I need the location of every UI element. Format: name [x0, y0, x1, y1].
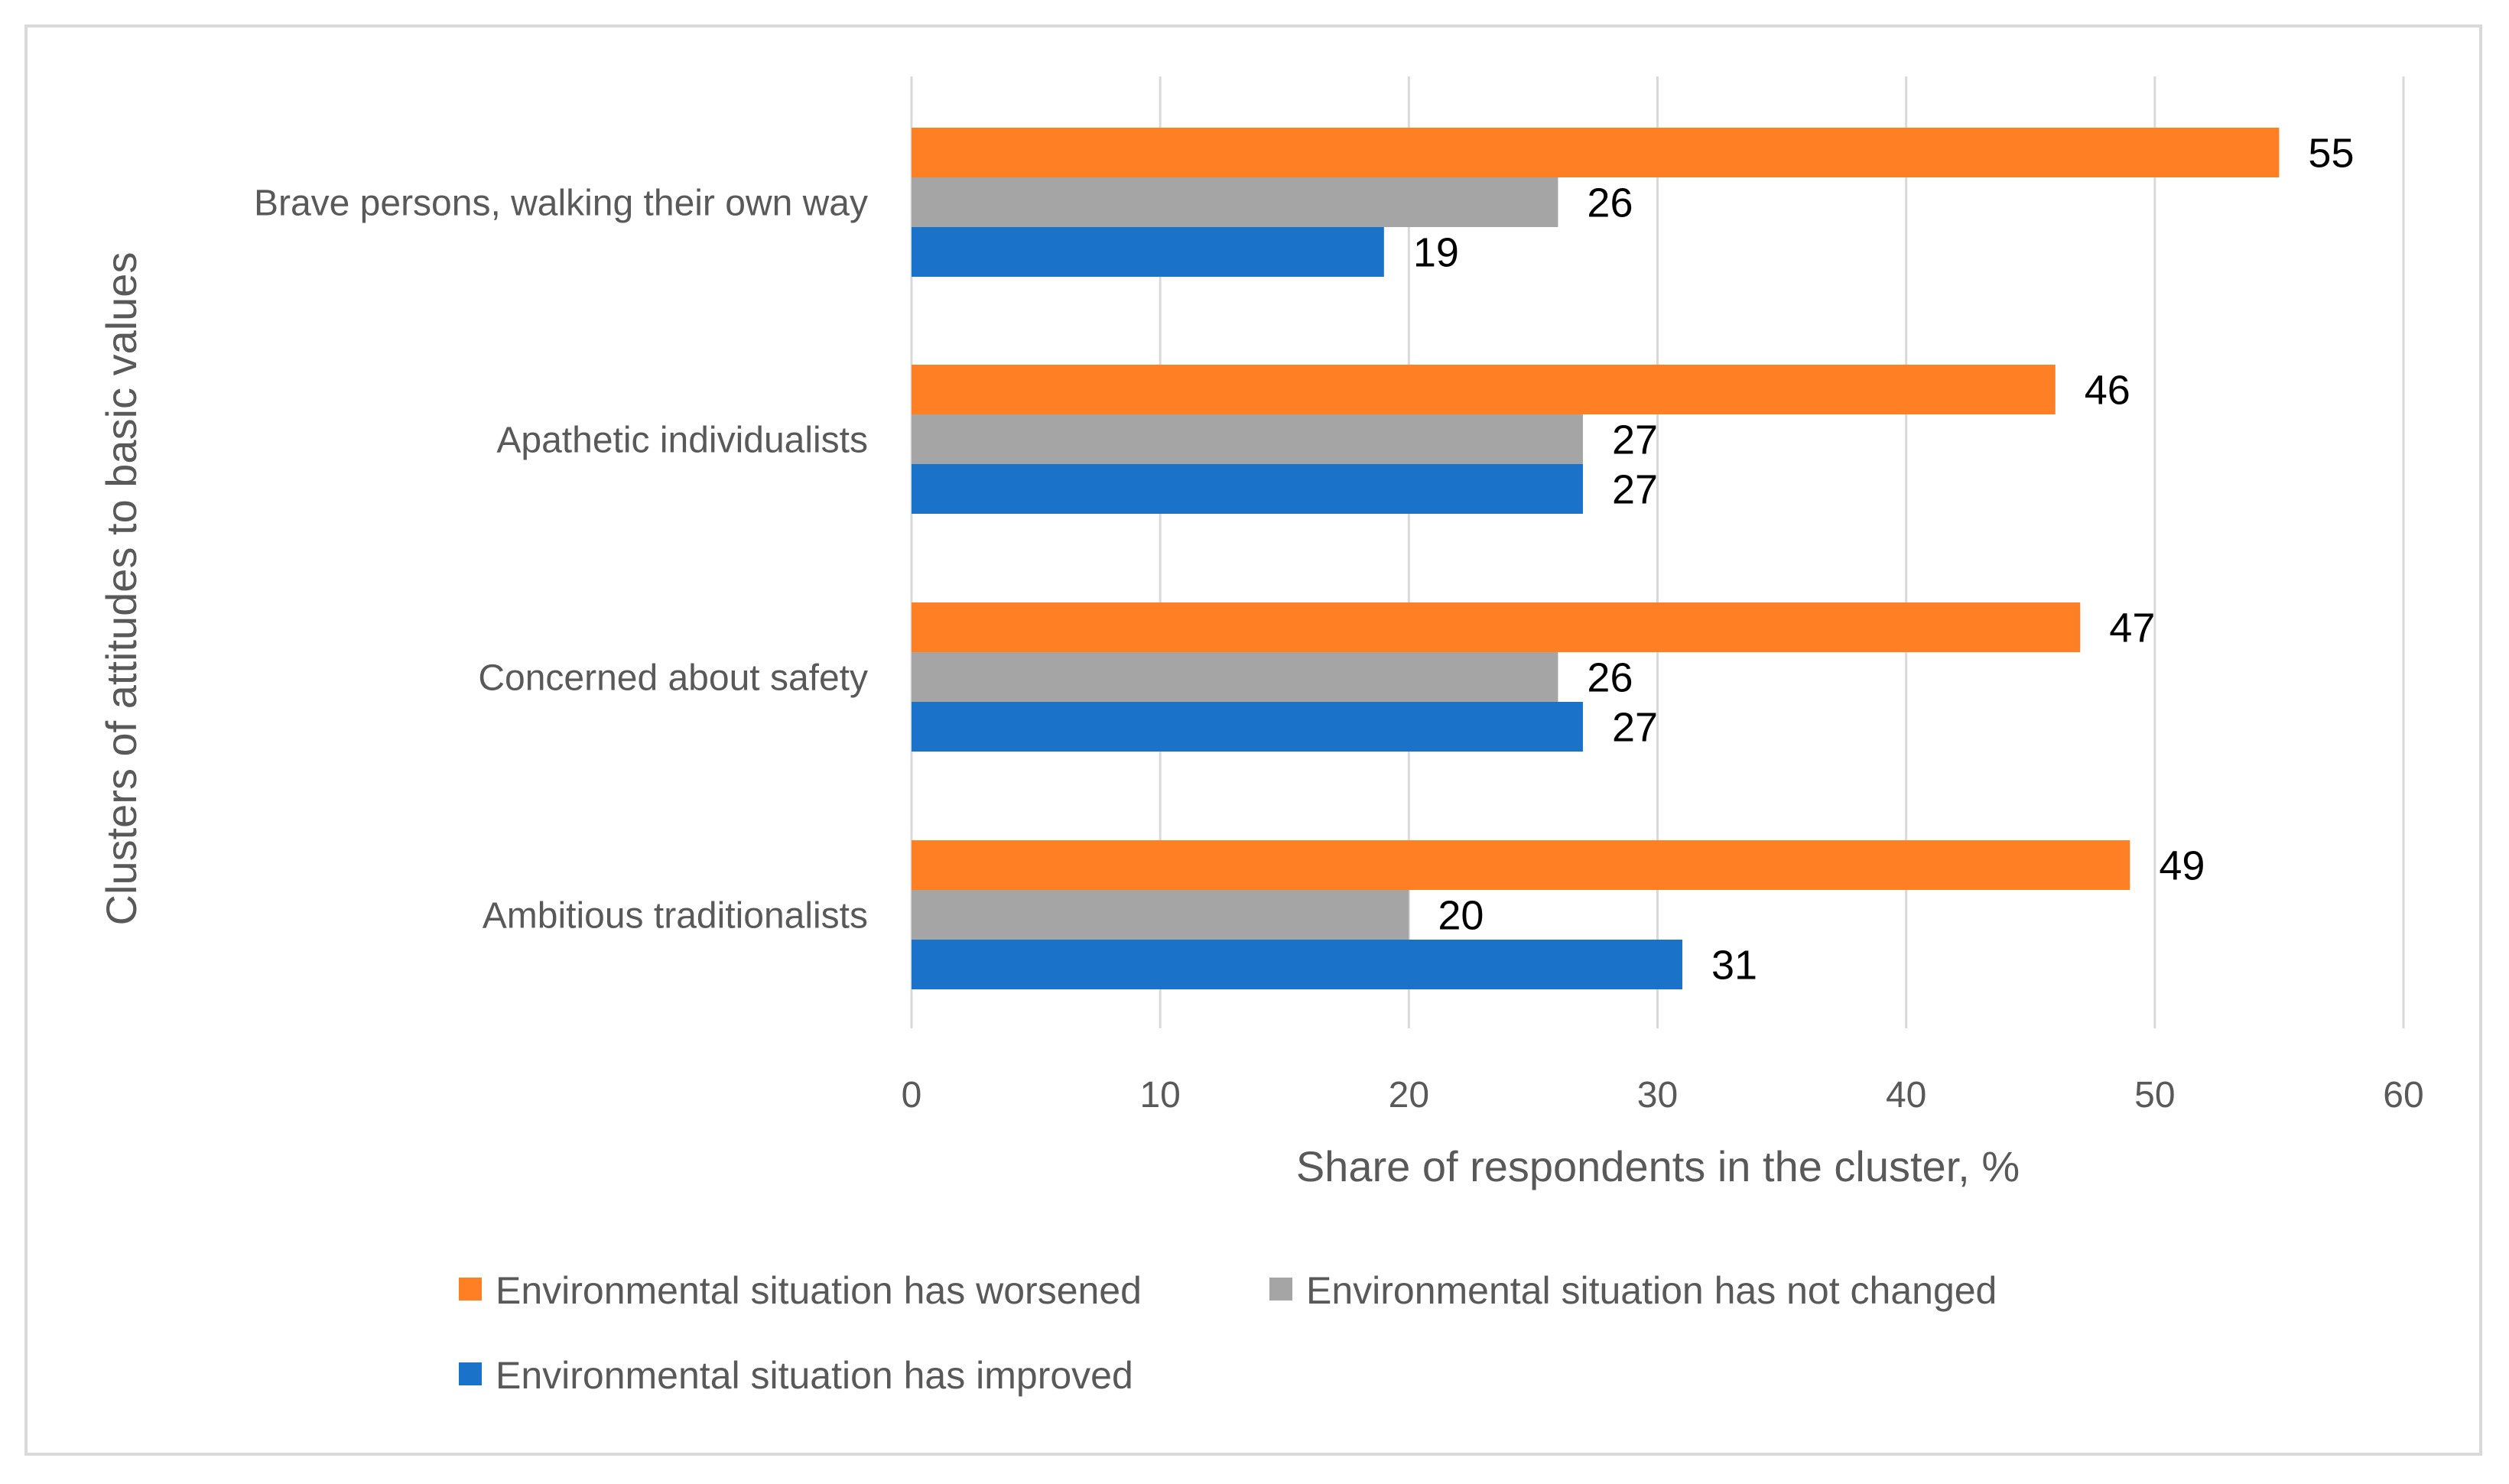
bar — [912, 365, 2056, 414]
bar — [912, 227, 1384, 277]
legend-swatch — [1269, 1278, 1292, 1301]
x-tick-label: 60 — [2383, 1075, 2423, 1115]
category-labels: Brave persons, walking their own way Apat… — [254, 183, 868, 937]
legend-label: Environmental situation has improved — [496, 1354, 1133, 1397]
bars — [912, 128, 2280, 989]
bar — [912, 652, 1558, 702]
category-label: Concerned about safety — [478, 658, 868, 699]
x-tick-label: 0 — [902, 1075, 922, 1115]
category-label: Apathetic individualists — [496, 421, 868, 461]
data-label: 49 — [2159, 843, 2205, 889]
bar — [912, 177, 1558, 227]
bar — [912, 840, 2130, 890]
bar — [912, 702, 1583, 752]
x-tick-label: 40 — [1886, 1075, 1926, 1115]
legend-label: Environmental situation has worsened — [496, 1269, 1142, 1312]
legend-swatch — [459, 1362, 482, 1385]
bar — [912, 128, 2280, 177]
data-label: 26 — [1587, 180, 1633, 226]
category-label: Brave persons, walking their own way — [254, 183, 868, 224]
x-tick-label: 30 — [1637, 1075, 1678, 1115]
bar — [912, 464, 1583, 514]
x-axis-title: Share of respondents in the cluster, % — [1296, 1142, 2020, 1190]
x-tick-labels: 0 10 20 30 40 50 60 — [902, 1075, 2424, 1115]
data-label: 46 — [2085, 368, 2130, 414]
bar — [912, 602, 2081, 652]
data-label: 47 — [2109, 606, 2155, 651]
data-label: 27 — [1612, 705, 1658, 751]
legend: Environmental situation has worsened Envi… — [459, 1269, 1997, 1397]
x-tick-label: 20 — [1389, 1075, 1429, 1115]
data-label: 19 — [1413, 230, 1459, 276]
data-label: 20 — [1438, 893, 1484, 939]
x-tick-label: 50 — [2134, 1075, 2175, 1115]
bar — [912, 890, 1409, 940]
data-label: 55 — [2308, 131, 2354, 177]
legend-label: Environmental situation has not changed — [1306, 1269, 1997, 1312]
bar — [912, 414, 1583, 464]
data-label: 27 — [1612, 417, 1658, 463]
bar — [912, 940, 1683, 989]
data-label: 31 — [1711, 943, 1757, 989]
legend-swatch — [459, 1278, 482, 1301]
data-label: 26 — [1587, 655, 1633, 701]
data-label: 27 — [1612, 467, 1658, 513]
y-axis-title: Clusters of attitudes to basic values — [97, 252, 145, 926]
x-tick-label: 10 — [1139, 1075, 1180, 1115]
category-label: Ambitious traditionalists — [483, 896, 868, 937]
